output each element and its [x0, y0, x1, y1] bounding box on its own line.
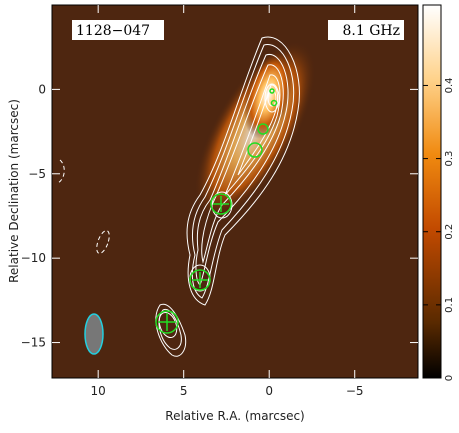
x-tick-label: 0 — [265, 384, 273, 398]
colorbar-tick-label: 0.4 — [444, 77, 455, 93]
x-tick-label: 10 — [91, 384, 106, 398]
colorbar-tick-label: 0.2 — [444, 224, 455, 240]
colorbar-tick-label: 0 — [444, 375, 455, 381]
y-tick-label: −15 — [21, 336, 46, 350]
x-tick-label: 5 — [180, 384, 188, 398]
y-tick-label: −10 — [21, 251, 46, 265]
x-tick-label: −5 — [346, 384, 364, 398]
chart: 1128−047 8.1 GHz Relative R.A. (marcsec)… — [0, 0, 459, 429]
colorbar — [423, 5, 441, 378]
colorbar-tick-label: 0.1 — [444, 297, 455, 313]
x-axis-label: Relative R.A. (marcsec) — [165, 409, 304, 423]
source-label: 1128−047 — [76, 23, 150, 39]
colorbar-tick-label: 0.3 — [444, 151, 455, 167]
y-tick-label: −5 — [28, 167, 46, 181]
frequency-label: 8.1 GHz — [343, 23, 400, 39]
y-axis-label: Relative Declination (marcsec) — [7, 99, 21, 283]
image — [52, 5, 418, 378]
y-tick-label: 0 — [38, 82, 46, 96]
